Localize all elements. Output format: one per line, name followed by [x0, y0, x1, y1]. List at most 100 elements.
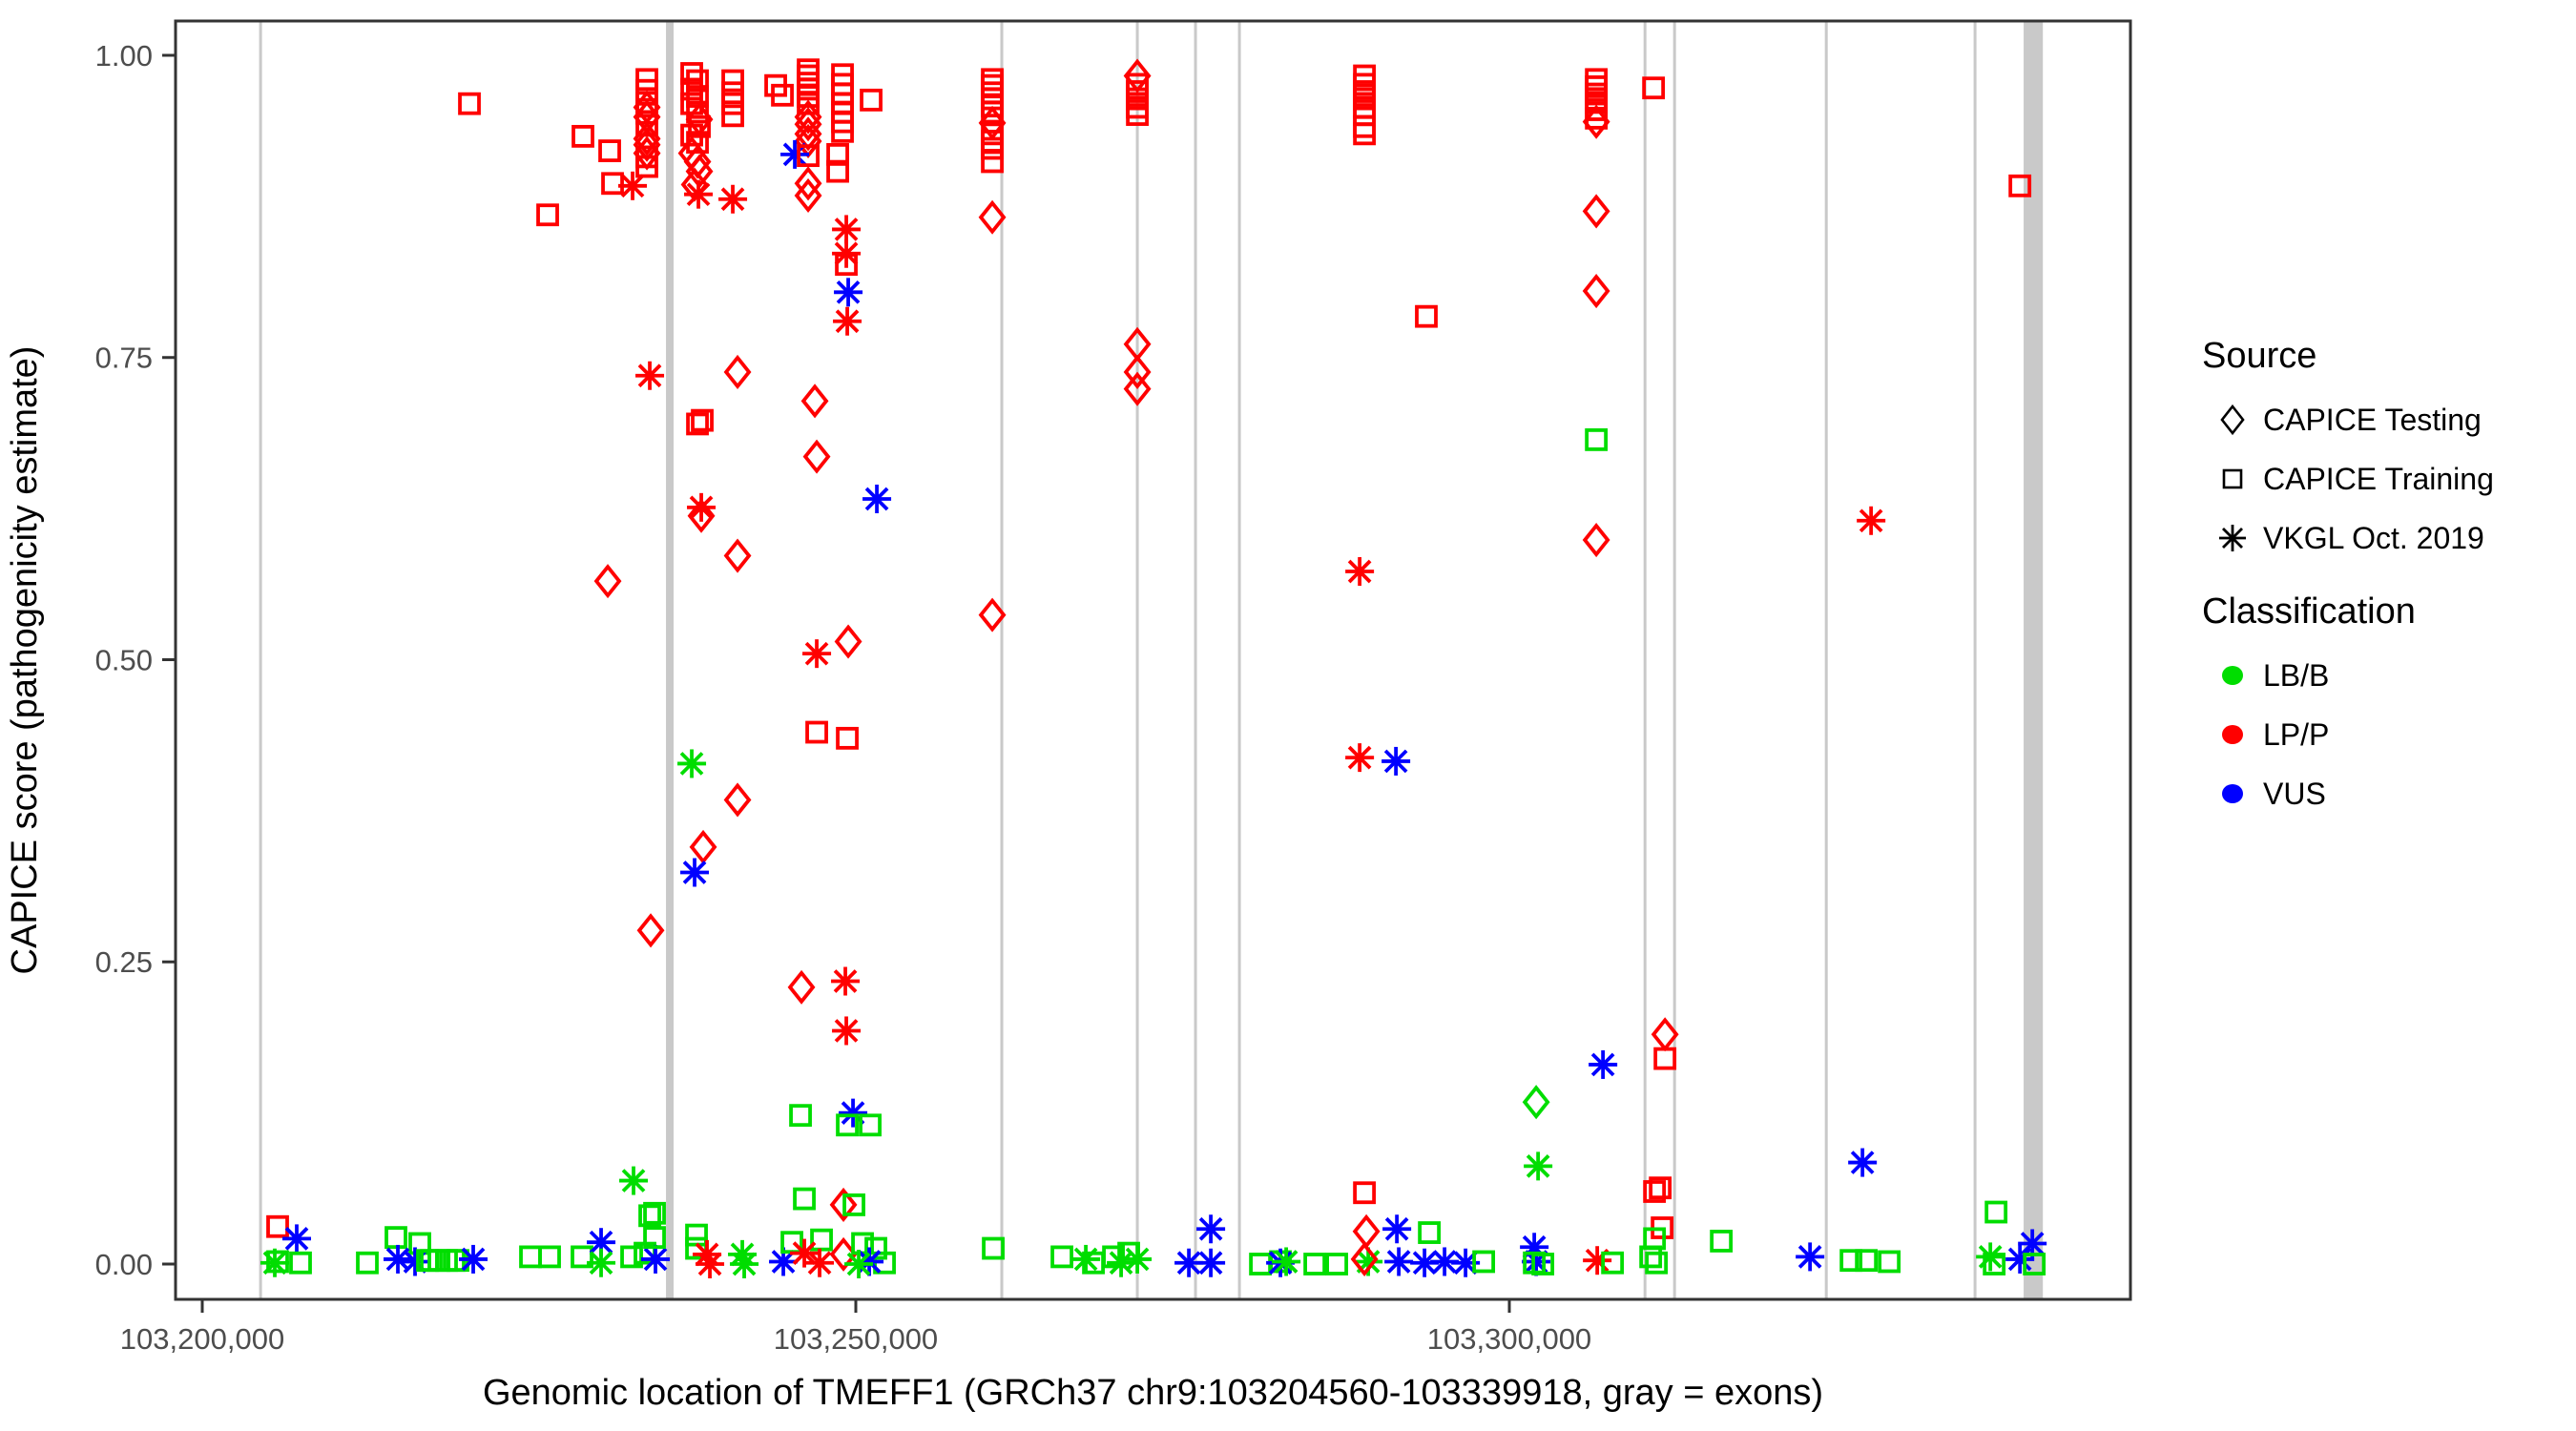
legend-item-vkgl: VKGL Oct. 2019 — [2202, 508, 2565, 568]
data-point — [836, 1113, 859, 1137]
data-point — [794, 166, 822, 201]
data-point — [636, 913, 665, 948]
exon-band — [1000, 21, 1004, 1299]
data-point — [260, 1248, 290, 1277]
data-point — [593, 564, 622, 599]
data-point — [836, 726, 859, 750]
data-point — [790, 1238, 820, 1268]
data-point — [769, 1247, 799, 1276]
data-point — [1102, 1245, 1125, 1269]
data-point — [862, 484, 892, 513]
data-point — [721, 92, 744, 115]
exon-band — [1237, 21, 1241, 1299]
data-point — [1649, 1176, 1672, 1200]
legend-item-label: LB/B — [2263, 657, 2330, 693]
data-point — [829, 1187, 858, 1222]
data-point — [1381, 746, 1411, 776]
data-point — [832, 215, 862, 244]
legend-item-vus: VUS — [2202, 764, 2565, 823]
data-point — [536, 203, 559, 227]
data-point — [797, 64, 820, 88]
data-point — [1382, 1214, 1412, 1244]
data-point — [635, 155, 658, 178]
data-point — [638, 1204, 661, 1228]
data-point — [641, 1244, 671, 1274]
data-point — [1848, 1148, 1878, 1177]
y-axis-title: CAPICE score (pathogenicity estimate) — [5, 346, 45, 975]
data-point — [587, 1248, 616, 1277]
data-point — [680, 123, 703, 147]
data-point — [1071, 1244, 1101, 1274]
data-point — [677, 749, 707, 778]
data-point — [1196, 1248, 1226, 1277]
data-point — [696, 1250, 725, 1279]
data-point — [797, 92, 820, 115]
data-point — [1345, 743, 1375, 773]
data-point — [1472, 1250, 1496, 1274]
exon-band — [666, 21, 675, 1299]
data-point — [1855, 1249, 1879, 1273]
data-point — [982, 1236, 1005, 1260]
legend-item-lbb: LB/B — [2202, 646, 2565, 705]
data-point — [266, 1214, 289, 1238]
data-point — [835, 253, 858, 277]
y-axis-tick-label: 0.75 — [95, 342, 153, 375]
data-point — [797, 72, 820, 95]
data-point — [643, 1201, 666, 1225]
asterisk-icon — [2202, 517, 2263, 559]
data-point — [685, 1223, 708, 1247]
data-point — [721, 104, 744, 128]
data-point — [981, 87, 1004, 111]
data-point — [802, 639, 832, 669]
data-point — [1857, 506, 1886, 535]
data-point — [571, 1245, 593, 1269]
data-point — [981, 150, 1004, 174]
data-point — [1325, 1253, 1349, 1275]
exon-band — [1973, 21, 1977, 1299]
data-point — [1839, 1249, 1863, 1273]
data-point — [1583, 1246, 1612, 1275]
data-point — [571, 124, 594, 148]
data-point — [2023, 1253, 2046, 1275]
data-point — [618, 171, 648, 200]
legend-item-label: LP/P — [2263, 716, 2330, 752]
data-point — [598, 139, 621, 162]
data-point — [981, 81, 1004, 105]
data-point — [1582, 194, 1610, 229]
data-point — [723, 782, 752, 818]
data-point — [1350, 1241, 1379, 1276]
data-point — [633, 121, 661, 156]
data-point — [1582, 274, 1610, 309]
data-point — [1582, 523, 1610, 558]
data-point — [691, 408, 714, 432]
data-point — [1710, 1230, 1734, 1253]
exon-band — [2024, 21, 2044, 1299]
data-point — [794, 116, 822, 152]
legend-item-lpp: LP/P — [2202, 705, 2565, 764]
data-point — [1353, 122, 1377, 146]
data-point — [794, 177, 822, 213]
legend-item-capice-testing: CAPICE Testing — [2202, 390, 2565, 449]
panel-border — [174, 19, 2132, 1301]
data-point — [718, 184, 748, 214]
data-point — [680, 858, 710, 887]
legend-item-label: CAPICE Testing — [2263, 402, 2482, 437]
data-point — [601, 172, 624, 196]
data-point — [458, 92, 481, 115]
data-point — [1196, 1214, 1226, 1244]
data-point — [794, 107, 822, 142]
data-point — [829, 1236, 858, 1272]
data-point — [771, 83, 794, 107]
data-point — [833, 306, 862, 336]
data-point — [1123, 354, 1152, 389]
legend-classification: Classification LB/B LP/P VUS — [2202, 591, 2565, 823]
data-point — [1303, 1253, 1327, 1275]
data-point — [1645, 1251, 1669, 1275]
legend-source: Source CAPICE Testing CAPICE Training — [2202, 336, 2565, 568]
legend-classification-title: Classification — [2202, 591, 2416, 632]
data-point — [689, 829, 717, 864]
data-point — [619, 1166, 649, 1195]
green-dot-icon — [2202, 666, 2263, 685]
data-point — [831, 966, 861, 996]
